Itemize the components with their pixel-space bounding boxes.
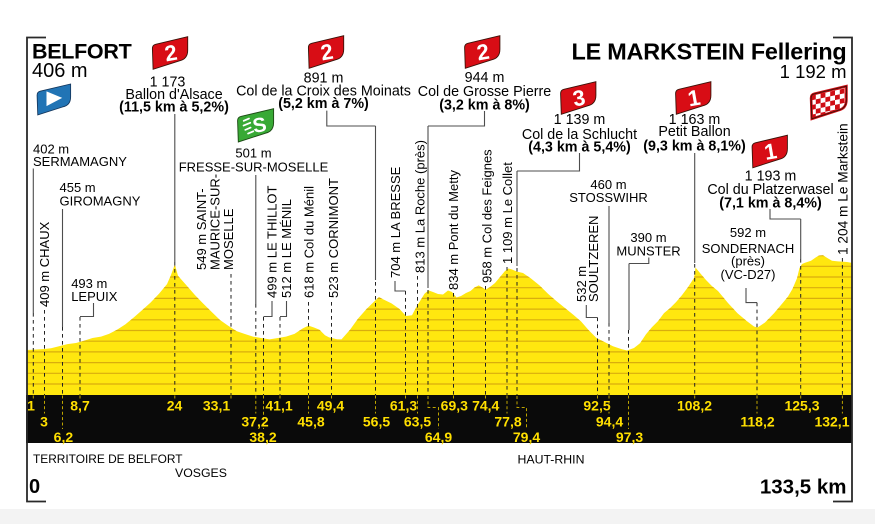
svg-text:2: 2 — [475, 39, 491, 66]
svg-text:125,3: 125,3 — [784, 398, 819, 414]
svg-text:1 109 m Le Collet: 1 109 m Le Collet — [500, 162, 515, 264]
svg-text:3: 3 — [40, 414, 48, 430]
svg-text:501 m: 501 m — [235, 146, 271, 161]
svg-text:1 163 m: 1 163 m — [669, 112, 721, 128]
svg-text:S: S — [251, 114, 268, 138]
svg-text:1 173: 1 173 — [150, 75, 186, 91]
svg-text:77,8: 77,8 — [494, 414, 521, 430]
svg-text:499 m LE THILLOT: 499 m LE THILLOT — [265, 185, 280, 298]
svg-text:92,5: 92,5 — [583, 398, 610, 414]
svg-text:HAUT-RHIN: HAUT-RHIN — [518, 453, 585, 467]
svg-text:FRESSE-SUR-MOSELLE: FRESSE-SUR-MOSELLE — [179, 160, 329, 175]
svg-text:455 m: 455 m — [60, 180, 96, 195]
svg-text:Col de la Schlucht: Col de la Schlucht — [522, 127, 637, 143]
svg-text:1 192 m: 1 192 m — [780, 61, 847, 82]
svg-text:1 139 m: 1 139 m — [554, 112, 606, 128]
svg-text:74,4: 74,4 — [472, 398, 499, 414]
svg-text:56,5: 56,5 — [363, 414, 390, 430]
svg-text:38,2: 38,2 — [249, 429, 276, 445]
svg-text:813 m La Roche (près): 813 m La Roche (près) — [413, 140, 428, 273]
svg-text:549 m SAINT-: 549 m SAINT- — [194, 188, 209, 270]
svg-text:49,4: 49,4 — [317, 398, 344, 414]
svg-text:TERRITOIRE DE BELFORT: TERRITOIRE DE BELFORT — [33, 452, 183, 466]
svg-text:Col de la Croix des Moinats: Col de la Croix des Moinats — [236, 84, 411, 100]
svg-text:MUNSTER: MUNSTER — [616, 244, 680, 259]
svg-text:SONDERNACH: SONDERNACH — [702, 241, 794, 256]
svg-text:390 m: 390 m — [630, 230, 666, 245]
svg-text:(3,2 km à 8%): (3,2 km à 8%) — [439, 98, 530, 114]
svg-text:33,1: 33,1 — [203, 398, 230, 414]
svg-text:(9,3 km à 8,1%): (9,3 km à 8,1%) — [643, 139, 746, 155]
svg-text:STOSSWIHR: STOSSWIHR — [569, 190, 648, 205]
svg-text:(4,3 km à 5,4%): (4,3 km à 5,4%) — [528, 140, 631, 156]
svg-text:118,2: 118,2 — [740, 414, 774, 430]
svg-text:63,5: 63,5 — [404, 414, 431, 430]
svg-text:1 193 m: 1 193 m — [745, 168, 797, 184]
svg-text:(VC-D27): (VC-D27) — [721, 267, 776, 282]
svg-text:834 m Pont du Metty: 834 m Pont du Metty — [446, 170, 461, 290]
svg-text:493 m: 493 m — [71, 276, 107, 291]
svg-text:523 m CORNIMONT: 523 m CORNIMONT — [326, 178, 341, 298]
svg-text:512 m LE MÉNIL: 512 m LE MÉNIL — [279, 199, 294, 298]
svg-text:958 m Col des Feignes: 958 m Col des Feignes — [480, 149, 495, 283]
svg-text:SERMAMAGNY: SERMAMAGNY — [33, 154, 127, 169]
svg-text:409 m CHAUX: 409 m CHAUX — [37, 221, 52, 307]
svg-text:41,1: 41,1 — [265, 398, 292, 414]
svg-text:Ballon d'Alsace: Ballon d'Alsace — [125, 87, 222, 103]
svg-text:61,3: 61,3 — [390, 398, 417, 414]
svg-text:94,4: 94,4 — [596, 414, 623, 430]
svg-text:0: 0 — [29, 476, 40, 498]
svg-text:97,3: 97,3 — [616, 429, 643, 445]
svg-text:Col de Grosse Pierre: Col de Grosse Pierre — [418, 84, 552, 100]
svg-text:37,2: 37,2 — [241, 414, 268, 430]
svg-text:1: 1 — [27, 398, 35, 414]
svg-text:402 m: 402 m — [33, 142, 69, 157]
svg-text:592 m: 592 m — [730, 225, 766, 240]
svg-text:108,2: 108,2 — [677, 398, 712, 414]
svg-text:704 m LA BRESSE: 704 m LA BRESSE — [388, 166, 403, 278]
svg-text:79,4: 79,4 — [513, 429, 540, 445]
svg-text:618 m Col du Ménil: 618 m Col du Ménil — [302, 186, 317, 298]
svg-text:1: 1 — [762, 138, 778, 165]
svg-text:LEPUIX: LEPUIX — [71, 289, 118, 304]
svg-text:45,8: 45,8 — [297, 414, 324, 430]
svg-text:1: 1 — [686, 85, 702, 112]
svg-text:Petit Ballon: Petit Ballon — [658, 124, 730, 140]
svg-text:132,1: 132,1 — [814, 414, 849, 430]
svg-text:(7,1 km à 8,4%): (7,1 km à 8,4%) — [719, 196, 822, 212]
svg-text:2: 2 — [319, 39, 335, 66]
svg-text:6,2: 6,2 — [54, 429, 74, 445]
svg-text:BELFORT: BELFORT — [32, 40, 132, 64]
svg-text:8,7: 8,7 — [70, 398, 90, 414]
svg-text:133,5 km: 133,5 km — [760, 476, 847, 499]
svg-text:GIROMAGNY: GIROMAGNY — [60, 194, 141, 209]
svg-text:1 204 m Le Markstein: 1 204 m Le Markstein — [836, 123, 851, 255]
svg-text:460 m: 460 m — [590, 177, 626, 192]
svg-text:532 m: 532 m — [574, 266, 589, 302]
svg-text:MOSELLE: MOSELLE — [221, 208, 236, 270]
svg-text:Col du Platzerwasel: Col du Platzerwasel — [707, 182, 833, 198]
svg-text:406 m: 406 m — [32, 60, 88, 82]
svg-text:64,9: 64,9 — [425, 429, 452, 445]
svg-text:VOSGES: VOSGES — [175, 466, 227, 480]
svg-text:24: 24 — [167, 398, 183, 414]
svg-text:MAURICE-SUR-: MAURICE-SUR- — [208, 174, 223, 270]
svg-text:2: 2 — [163, 40, 179, 67]
svg-text:(près): (près) — [731, 254, 765, 269]
svg-text:69,3: 69,3 — [441, 398, 468, 414]
svg-text:SOULTZEREN: SOULTZEREN — [586, 216, 601, 302]
svg-text:LE MARKSTEIN Fellering: LE MARKSTEIN Fellering — [571, 39, 846, 65]
svg-text:(5,2 km à 7%): (5,2 km à 7%) — [278, 96, 369, 112]
svg-text:944 m: 944 m — [465, 70, 505, 86]
svg-text:3: 3 — [571, 85, 587, 112]
svg-text:891 m: 891 m — [304, 71, 344, 87]
svg-text:(11,5 km à 5,2%): (11,5 km à 5,2%) — [119, 100, 229, 116]
